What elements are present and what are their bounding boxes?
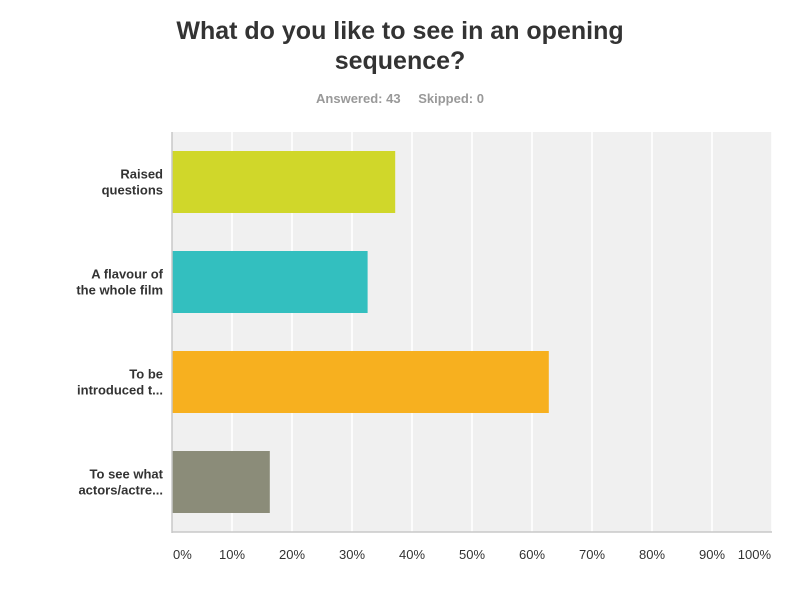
x-tick-label: 10% xyxy=(219,547,245,562)
category-label: To be introduced t... xyxy=(77,367,163,398)
x-tick-label: 70% xyxy=(579,547,605,562)
chart-title: What do you like to see in an opening se… xyxy=(150,16,650,76)
category-label-line: A flavour of xyxy=(91,267,163,282)
x-tick-label: 100% xyxy=(738,547,772,562)
category-label-line: To be xyxy=(129,367,163,382)
x-tick-label: 20% xyxy=(279,547,305,562)
answered-count: Answered: 43 xyxy=(316,91,401,106)
category-label-line: actors/actre... xyxy=(78,483,163,498)
category-label-line: To see what xyxy=(90,467,164,482)
bar xyxy=(172,351,549,413)
category-label-line: the whole film xyxy=(76,283,163,298)
response-stats: Answered: 43 Skipped: 0 xyxy=(0,91,800,106)
x-tick-label: 40% xyxy=(399,547,425,562)
x-tick-label: 50% xyxy=(459,547,485,562)
x-tick-label: 30% xyxy=(339,547,365,562)
x-tick-label: 0% xyxy=(173,547,192,562)
category-label-line: introduced t... xyxy=(77,383,163,398)
chart-title-line-2: sequence? xyxy=(334,47,466,75)
bar xyxy=(172,251,368,313)
category-label: To see what actors/actre... xyxy=(78,467,163,498)
x-tick-label: 60% xyxy=(519,547,545,562)
chart-title-line-1: What do you like to see in an opening xyxy=(176,17,624,45)
skipped-count: Skipped: 0 xyxy=(418,91,484,106)
bar xyxy=(172,451,270,513)
x-tick-label: 80% xyxy=(639,547,665,562)
category-label-line: Raised xyxy=(120,167,163,182)
category-label: Raised questions xyxy=(102,167,163,198)
x-tick-label: 90% xyxy=(699,547,725,562)
category-label: A flavour of the whole film xyxy=(76,267,163,298)
category-label-line: questions xyxy=(102,183,163,198)
bar xyxy=(172,151,396,213)
